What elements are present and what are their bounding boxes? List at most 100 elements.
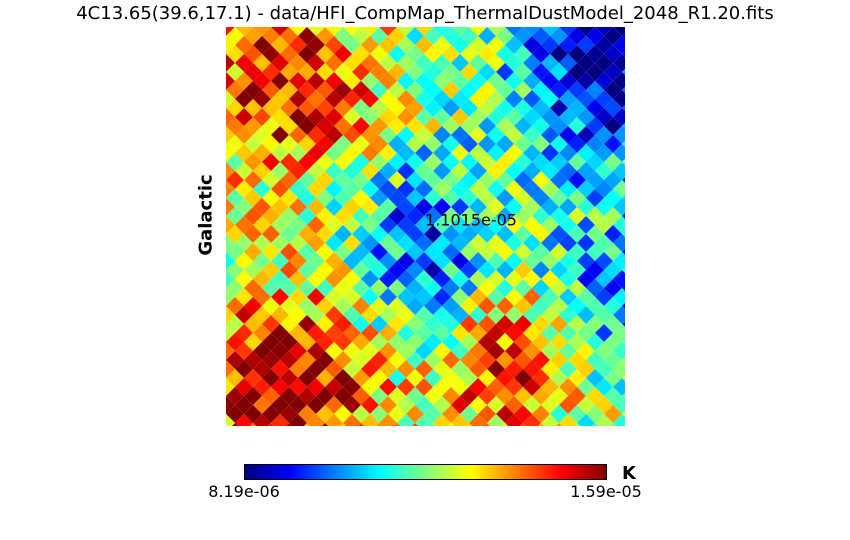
heatmap-pixel: [613, 90, 625, 108]
heatmap-pixel: [613, 108, 625, 126]
heatmap-pixel: [289, 27, 307, 36]
heatmap-pixel: [541, 414, 559, 426]
heatmap-pixel: [235, 27, 253, 36]
heatmap-pixel: [520, 423, 526, 426]
heatmap-pixel: [415, 414, 433, 426]
heatmap-pixel: [502, 423, 508, 426]
heatmap-pixel: [376, 423, 382, 426]
heatmap-pixel: [622, 231, 625, 237]
heatmap-pixel: [622, 285, 625, 291]
heatmap-pixel: [541, 27, 559, 36]
heatmap-pixel: [622, 321, 625, 327]
coordinate-system-label: Galactic: [195, 174, 217, 256]
heatmap-pixel: [343, 414, 361, 426]
heatmap-pixel: [226, 360, 235, 378]
heatmap-pixel: [523, 414, 541, 426]
heatmap-pixel: [433, 27, 451, 36]
colorbar-unit-label: K: [622, 463, 636, 484]
heatmap-pixel: [538, 423, 544, 426]
heatmap-pixel: [622, 69, 625, 75]
map-title: 4C13.65(39.6,17.1) - data/HFI_CompMap_Th…: [76, 3, 774, 24]
heatmap-pixel: [622, 357, 625, 363]
heatmap-pixel: [613, 252, 625, 270]
heatmap-pixel: [379, 27, 397, 36]
heatmap-pixel: [226, 126, 235, 144]
heatmap-pixel: [577, 414, 595, 426]
heatmap-pixel: [613, 342, 625, 360]
heatmap-pixel: [505, 27, 523, 36]
heatmap-pixel: [622, 141, 625, 147]
heatmap-pixel: [226, 162, 235, 180]
heatmap-pixel: [361, 414, 379, 426]
heatmap-pixel: [613, 360, 625, 378]
heatmap-plot[interactable]: [226, 27, 625, 426]
heatmap-pixel: [622, 159, 625, 165]
heatmap-pixel: [226, 342, 235, 360]
heatmap-pixel: [469, 414, 487, 426]
heatmap-pixel: [622, 411, 625, 417]
heatmap-pixel: [613, 324, 625, 342]
heatmap-pixel: [613, 198, 625, 216]
heatmap-pixel: [430, 423, 436, 426]
heatmap-pixel: [394, 423, 400, 426]
colorbar-min-label: 8.19e-06: [208, 482, 280, 501]
heatmap-pixel: [412, 423, 418, 426]
heatmap-pixel: [226, 252, 235, 270]
heatmap-pixel: [556, 423, 562, 426]
center-value-label: 1.1015e-05: [425, 210, 517, 230]
heatmap-pixel: [304, 423, 310, 426]
heatmap-pixel: [613, 288, 625, 306]
heatmap-pixel: [253, 27, 271, 36]
heatmap-pixel: [226, 216, 235, 234]
colorbar-max-label: 1.59e-05: [570, 482, 642, 501]
heatmap-pixel: [325, 414, 343, 426]
heatmap-svg: [226, 27, 625, 426]
heatmap-pixel: [307, 27, 325, 36]
heatmap-pixel: [226, 108, 235, 126]
heatmap-pixel: [466, 423, 472, 426]
heatmap-pixel: [469, 27, 487, 36]
heatmap-pixel: [613, 234, 625, 252]
heatmap-pixel: [226, 396, 235, 414]
heatmap-pixel: [250, 423, 256, 426]
heatmap-pixel: [448, 423, 454, 426]
heatmap-pixel: [622, 33, 625, 39]
heatmap-pixel: [226, 36, 235, 54]
heatmap-pixel: [622, 339, 625, 345]
heatmap-pixel: [574, 423, 580, 426]
heatmap-pixel: [343, 27, 361, 36]
heatmap-pixel: [253, 414, 271, 426]
heatmap-pixel: [487, 27, 505, 36]
heatmap-pixel: [484, 423, 490, 426]
heatmap-pixel: [397, 27, 415, 36]
heatmap-pixel: [226, 234, 235, 252]
heatmap-pixel: [559, 414, 577, 426]
heatmap-pixel: [622, 87, 625, 93]
heatmap-pixel: [622, 123, 625, 129]
heatmap-pixel: [226, 144, 235, 162]
heatmap-pixel: [505, 414, 523, 426]
heatmap-pixel: [622, 249, 625, 255]
heatmap-pixel: [226, 90, 235, 108]
heatmap-pixel: [622, 51, 625, 57]
heatmap-pixel: [613, 306, 625, 324]
heatmap-pixel: [622, 195, 625, 201]
heatmap-pixel: [613, 270, 625, 288]
heatmap-pixel: [622, 375, 625, 381]
heatmap-pixel: [415, 27, 433, 36]
heatmap-pixel: [577, 27, 595, 36]
heatmap-pixel: [226, 180, 235, 198]
heatmap-pixel: [610, 423, 616, 426]
heatmap-pixel: [226, 72, 235, 90]
heatmap-pixel: [613, 36, 625, 54]
heatmap-pixel: [226, 306, 235, 324]
heatmap-pixel: [397, 414, 415, 426]
heatmap-pixel: [226, 324, 235, 342]
heatmap-pixel: [433, 414, 451, 426]
heatmap-pixel: [289, 414, 307, 426]
heatmap-pixel: [226, 288, 235, 306]
heatmap-pixel: [613, 144, 625, 162]
heatmap-pixel: [613, 72, 625, 90]
heatmap-pixel: [322, 423, 328, 426]
heatmap-pixel: [613, 414, 625, 426]
